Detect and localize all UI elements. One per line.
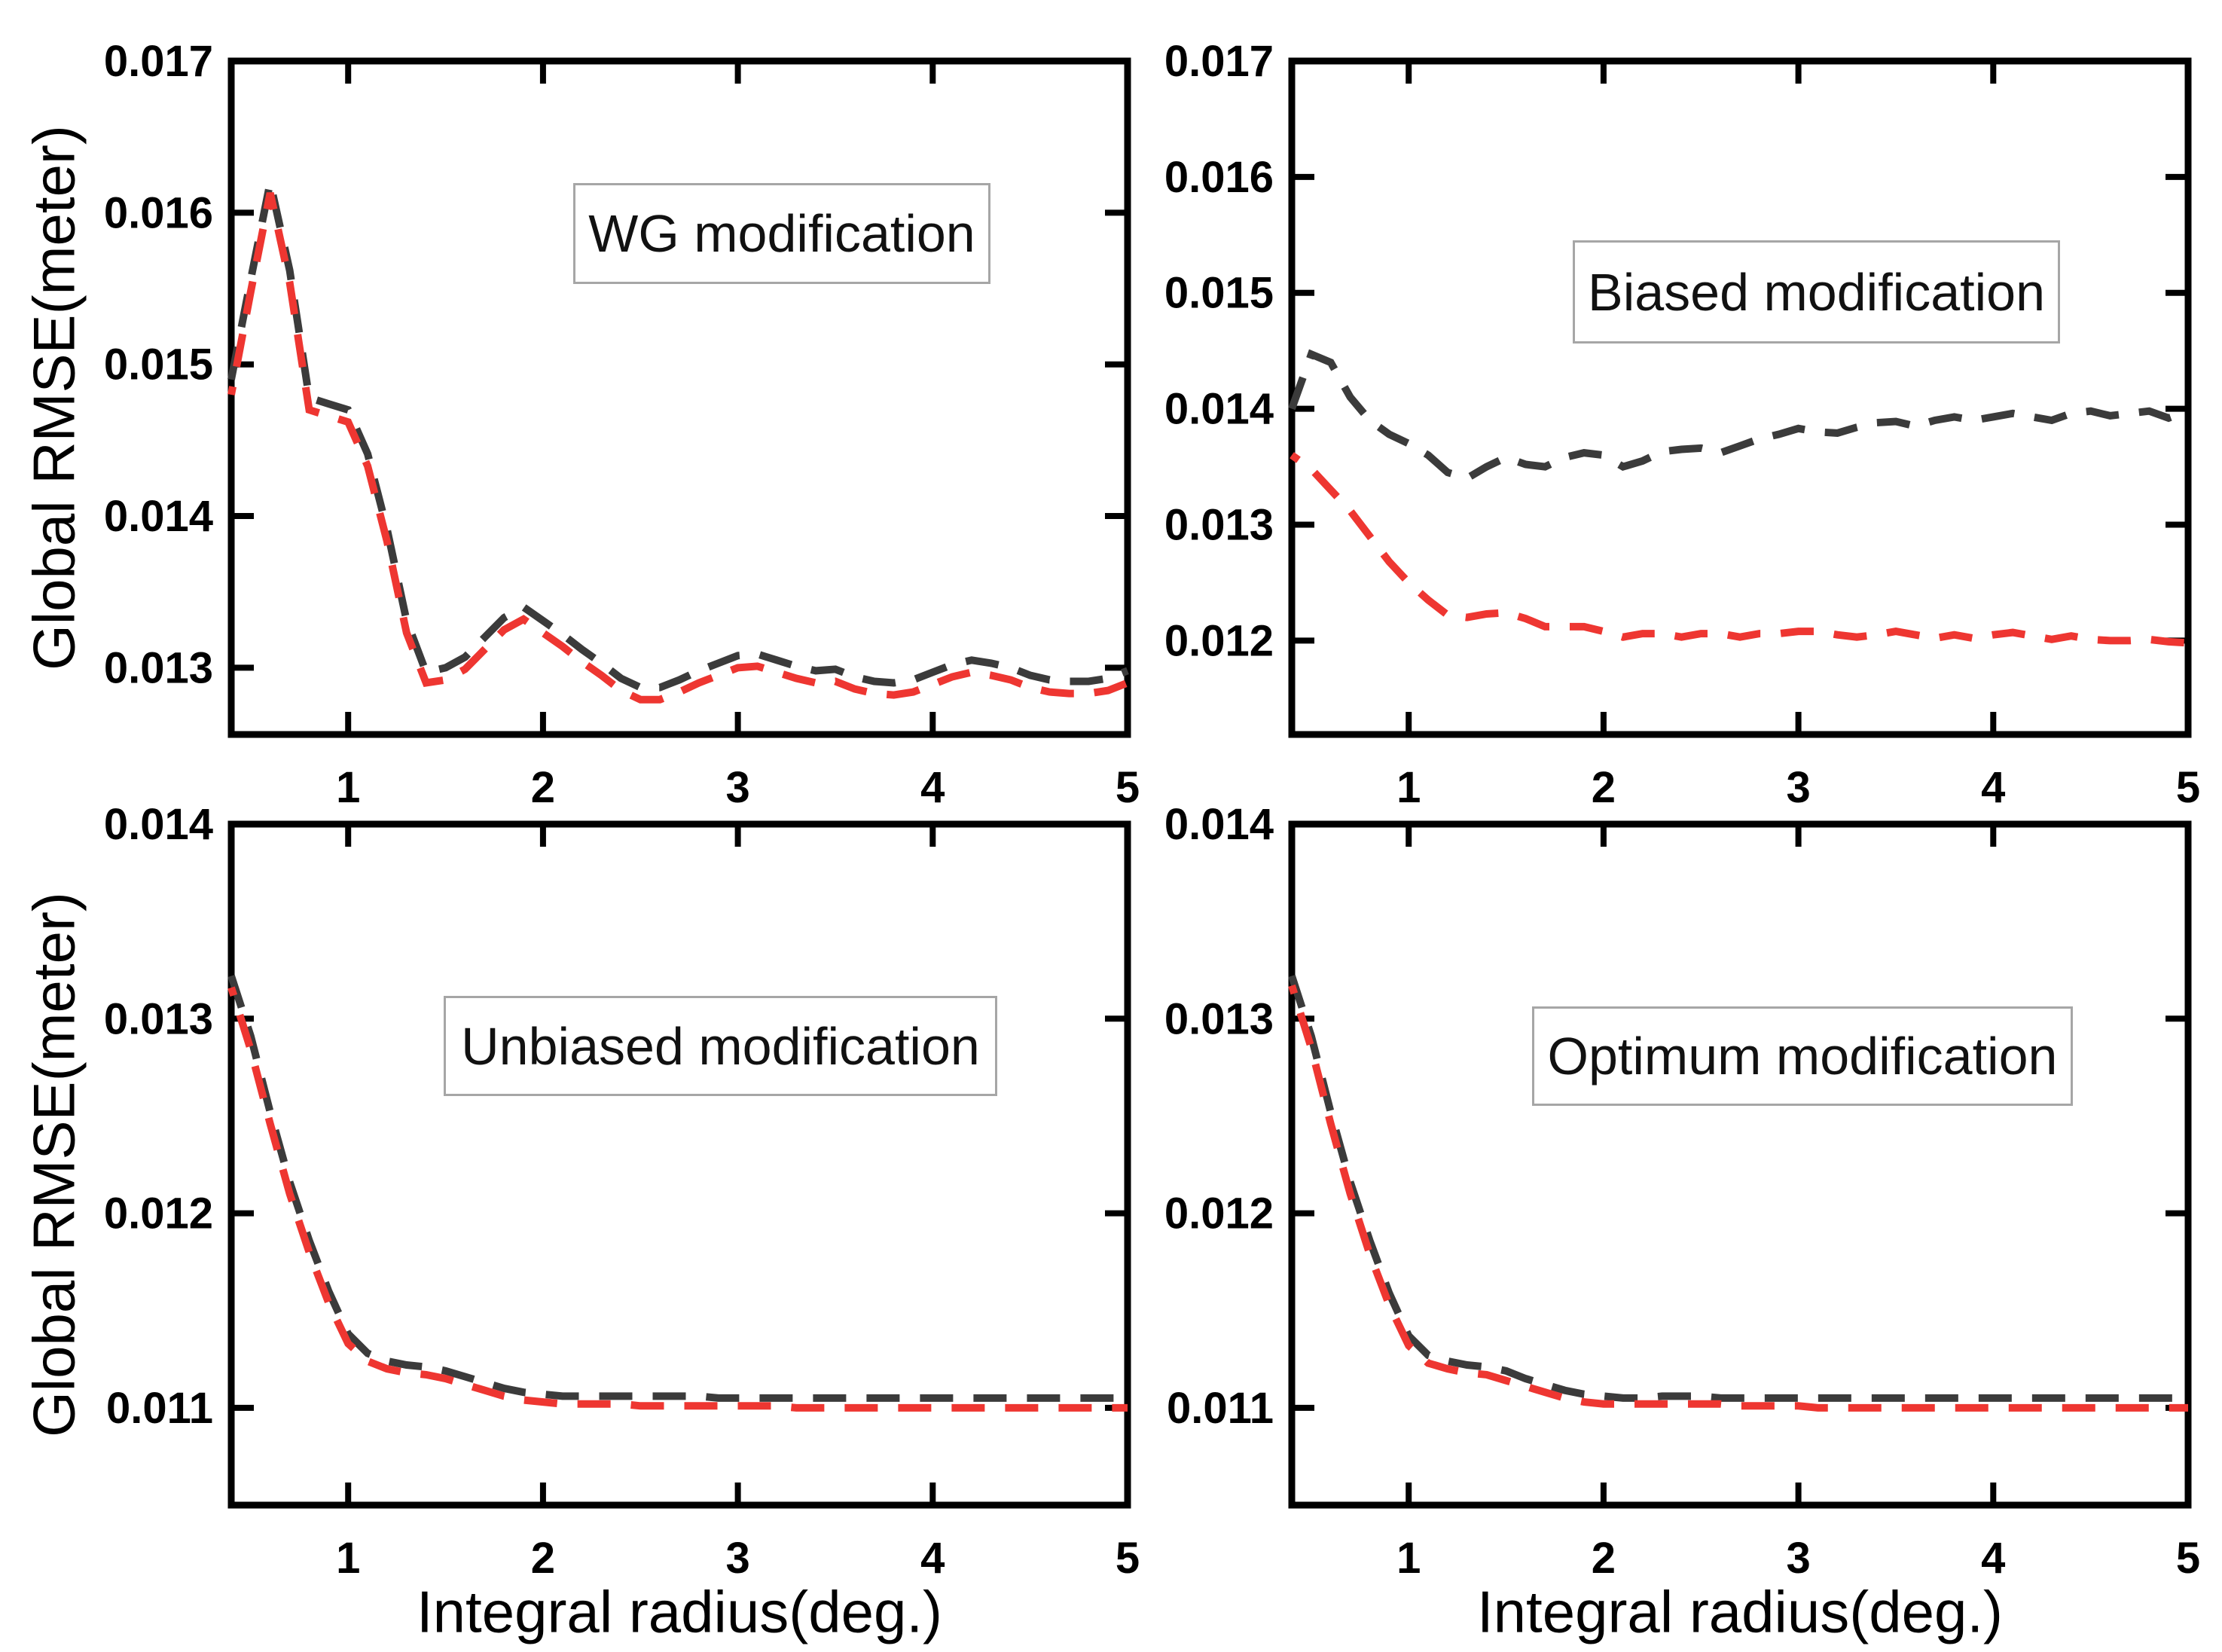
y-tick-label: 0.014 — [1164, 800, 1274, 849]
y-tick-label: 0.015 — [1164, 269, 1274, 318]
x-tick-label: 2 — [531, 1534, 555, 1583]
panel-title-unbiased: Unbiased modification — [461, 1016, 980, 1076]
panel-title-optimum: Optimum modification — [1547, 1027, 2058, 1086]
series-line-red-dashed — [227, 192, 1129, 704]
x-tick-label: 3 — [725, 1534, 749, 1583]
panel-title-biased: Biased modification — [1588, 262, 2045, 322]
x-tick-label: 1 — [336, 763, 360, 812]
panel-title-wg: WG modification — [588, 204, 975, 263]
panel-0: 1 2 3 4 5 0.013 0.014 0.015 0.016 0.017 — [104, 37, 1140, 812]
y-tick-label: 0.015 — [104, 340, 213, 389]
y-tick-label: 0.012 — [104, 1189, 213, 1238]
x-tick-label: 5 — [2176, 1534, 2200, 1583]
x-tick-label: 1 — [336, 1534, 360, 1583]
panel-1: 1 2 3 4 5 0.012 0.013 0.014 0.015 0.016 0.017 — [1164, 37, 2200, 812]
x-tick-label: 4 — [920, 1534, 945, 1583]
plot-box — [227, 820, 1131, 1509]
series-line-red-dashed — [1290, 452, 2189, 647]
x-tick-label: 5 — [1116, 1534, 1140, 1583]
y-tick-label: 0.011 — [106, 1384, 213, 1433]
x-tick-label: 5 — [2176, 763, 2200, 812]
x-axis-title-right-column: Integral radius(deg.) — [1476, 1578, 2004, 1645]
y-tick-label: 0.011 — [1167, 1384, 1274, 1433]
panel-title-box-biased: Biased modification — [1573, 240, 2060, 344]
series-line-black-dashed — [1288, 974, 2188, 1402]
x-tick-label: 4 — [1981, 763, 2005, 812]
x-tick-label: 5 — [1116, 763, 1140, 812]
x-tick-label: 3 — [1786, 1534, 1810, 1583]
y-tick-label: 0.012 — [1164, 616, 1274, 665]
x-tick-label: 1 — [1396, 1534, 1421, 1583]
series-line-black-dashed — [227, 182, 1129, 692]
x-tick-label: 2 — [531, 763, 555, 812]
x-tick-label: 3 — [725, 763, 749, 812]
y-tick-label: 0.017 — [104, 37, 213, 86]
x-tick-label: 3 — [1786, 763, 1810, 812]
panel-2: 1 2 3 4 5 0.011 0.012 0.013 0.014 — [104, 800, 1140, 1583]
y-tick-label: 0.013 — [1164, 500, 1274, 549]
y-axis-title-bottom-row: Global RMSE(meter) — [20, 892, 87, 1437]
y-tick-label: 0.017 — [1164, 37, 1274, 86]
series-line-red-dashed — [227, 986, 1128, 1412]
y-tick-label: 0.014 — [104, 492, 213, 541]
y-tick-label: 0.016 — [1164, 153, 1274, 202]
panel-3: 1 2 3 4 5 0.011 0.012 0.013 0.014 — [1164, 800, 2200, 1583]
x-tick-label: 4 — [920, 763, 945, 812]
y-tick-label: 0.014 — [1164, 385, 1274, 434]
x-tick-label: 2 — [1592, 1534, 1616, 1583]
x-tick-label: 2 — [1592, 763, 1616, 812]
series-line-black-dashed — [1288, 349, 2190, 483]
series-line-black-dashed — [227, 974, 1128, 1402]
y-tick-label: 0.013 — [1164, 994, 1274, 1043]
y-tick-label: 0.016 — [104, 188, 213, 237]
plot-box — [227, 57, 1131, 738]
series-line-red-dashed — [1288, 984, 2188, 1412]
y-tick-label: 0.013 — [104, 643, 213, 692]
x-tick-label: 4 — [1981, 1534, 2005, 1583]
x-axis-title-left-column: Integral radius(deg.) — [416, 1578, 943, 1645]
panel-title-box-optimum: Optimum modification — [1532, 1006, 2073, 1106]
panel-title-box-wg: WG modification — [573, 183, 990, 284]
x-tick-label: 1 — [1396, 763, 1421, 812]
y-tick-label: 0.012 — [1164, 1189, 1274, 1238]
panel-title-box-unbiased: Unbiased modification — [444, 996, 997, 1096]
y-axis-title-top-row: Global RMSE(meter) — [20, 125, 87, 670]
y-tick-label: 0.014 — [104, 800, 213, 849]
y-tick-label: 0.013 — [104, 994, 213, 1043]
plot-box — [1288, 820, 2192, 1509]
